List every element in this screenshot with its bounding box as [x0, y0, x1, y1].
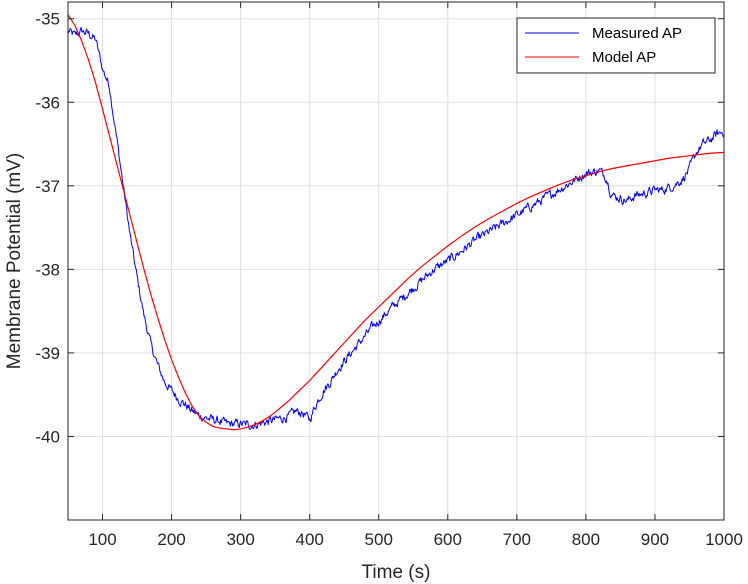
legend-label: Measured AP — [592, 25, 682, 42]
x-axis-label: Time (s) — [362, 562, 431, 583]
legend: Measured AP Model AP — [516, 17, 716, 74]
y-tick-label: -38 — [35, 260, 60, 279]
y-tick-label: -36 — [35, 93, 60, 112]
y-tick-label: -39 — [35, 344, 60, 363]
legend-label: Model AP — [592, 49, 656, 66]
ticks — [68, 2, 725, 520]
y-axis-label: Membrane Potential (mV) — [4, 153, 25, 369]
x-tick-label: 1000 — [705, 530, 743, 549]
x-tick-label: 800 — [572, 530, 600, 549]
x-tick-label: 700 — [503, 530, 531, 549]
y-tick-label: -37 — [35, 177, 60, 196]
grid-lines — [68, 2, 725, 520]
x-tick-label: 200 — [157, 530, 185, 549]
x-tick-label: 600 — [434, 530, 462, 549]
series-layer — [68, 14, 724, 431]
series-line-1 — [68, 26, 724, 430]
x-tick-label: 900 — [641, 530, 669, 549]
plot-area — [68, 2, 724, 520]
y-tick-label: -40 — [35, 427, 60, 446]
x-tick-label: 400 — [295, 530, 323, 549]
x-tick-label: 300 — [226, 530, 254, 549]
y-tick-label: -35 — [35, 10, 60, 29]
plot-frame — [67, 1, 725, 521]
tick-labels: 100 200 300 400 500 600 700 800 900 1000 -40 -39 -38… — [35, 10, 742, 549]
series-line-2 — [68, 14, 724, 431]
legend-box — [516, 17, 716, 74]
x-tick-label: 500 — [365, 530, 393, 549]
x-tick-label: 100 — [88, 530, 116, 549]
